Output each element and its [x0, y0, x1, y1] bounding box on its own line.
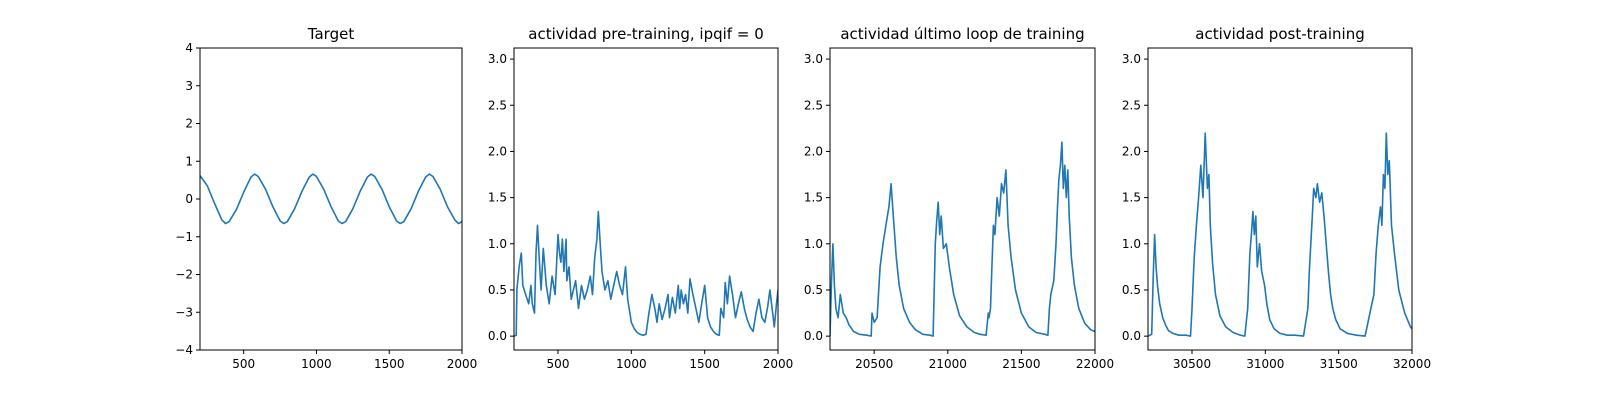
- series-line: [200, 173, 462, 225]
- y-tick-label: 0.5: [804, 283, 823, 297]
- subplot-title: actividad pre-training, ipqif = 0: [528, 25, 764, 43]
- x-tick-label: 2000: [763, 357, 794, 371]
- y-tick-label: 1.0: [488, 237, 507, 251]
- x-tick-label: 31500: [1320, 357, 1358, 371]
- x-tick-label: 30500: [1173, 357, 1211, 371]
- series-line: [830, 141, 1095, 337]
- x-tick-label: 500: [232, 357, 255, 371]
- y-tick-label: 2.5: [804, 98, 823, 112]
- y-tick-label: 0.5: [1122, 283, 1141, 297]
- y-tick-label: 1.5: [488, 191, 507, 205]
- subplot-title: actividad último loop de training: [840, 25, 1084, 43]
- x-tick-label: 2000: [447, 357, 478, 371]
- y-tick-label: 2.0: [488, 144, 507, 158]
- y-tick-label: 4: [185, 41, 193, 55]
- x-tick-label: 1000: [301, 357, 332, 371]
- series-line: [1148, 132, 1412, 337]
- y-tick-label: 2.5: [488, 98, 507, 112]
- y-tick-label: −3: [175, 305, 193, 319]
- y-tick-label: 2.0: [1122, 144, 1141, 158]
- y-tick-label: 1: [185, 154, 193, 168]
- x-tick-label: 22000: [1076, 357, 1114, 371]
- y-tick-label: −1: [175, 230, 193, 244]
- y-tick-label: −2: [175, 268, 193, 282]
- x-tick-label: 1500: [374, 357, 405, 371]
- y-tick-label: 0.5: [488, 283, 507, 297]
- x-tick-label: 21000: [929, 357, 967, 371]
- y-tick-label: 3.0: [1122, 52, 1141, 66]
- y-tick-label: 1.5: [1122, 191, 1141, 205]
- plot-frame: [513, 47, 779, 351]
- plot-frame: [829, 47, 1096, 351]
- x-tick-label: 1000: [616, 357, 647, 371]
- y-tick-label: 2.0: [804, 144, 823, 158]
- y-tick-label: 1.5: [804, 191, 823, 205]
- plot-frame: [1147, 47, 1413, 351]
- subplot-title: actividad post-training: [1195, 25, 1364, 43]
- y-tick-label: 2: [185, 117, 193, 131]
- x-tick-label: 31000: [1246, 357, 1284, 371]
- y-tick-label: 1.0: [804, 237, 823, 251]
- y-tick-label: 3.0: [488, 52, 507, 66]
- y-tick-label: −4: [175, 343, 193, 357]
- series-line: [514, 210, 778, 337]
- y-tick-label: 3.0: [804, 52, 823, 66]
- subplot-4: actividad post-training 30500 31000 31500 32…: [1122, 25, 1431, 371]
- x-tick-label: 32000: [1393, 357, 1431, 371]
- y-tick-label: 0.0: [804, 329, 823, 343]
- x-tick-label: 20500: [855, 357, 893, 371]
- subplot-title: Target: [307, 25, 355, 43]
- subplot-3: actividad último loop de training 20500 21…: [804, 25, 1114, 371]
- subplot-1: Target 500 1000 1500 2000 −4 −3 −2 −1 0 1 2 3 4: [175, 25, 477, 371]
- y-tick-label: 1.0: [1122, 237, 1141, 251]
- x-tick-label: 500: [547, 357, 570, 371]
- y-tick-label: 0: [185, 192, 193, 206]
- y-tick-label: 2.5: [1122, 98, 1141, 112]
- subplot-2: actividad pre-training, ipqif = 0 500 1000…: [488, 25, 793, 371]
- y-tick-label: 3: [185, 79, 193, 93]
- x-tick-label: 1500: [689, 357, 720, 371]
- y-tick-label: 0.0: [1122, 329, 1141, 343]
- y-tick-label: 0.0: [488, 329, 507, 343]
- x-tick-label: 21500: [1002, 357, 1040, 371]
